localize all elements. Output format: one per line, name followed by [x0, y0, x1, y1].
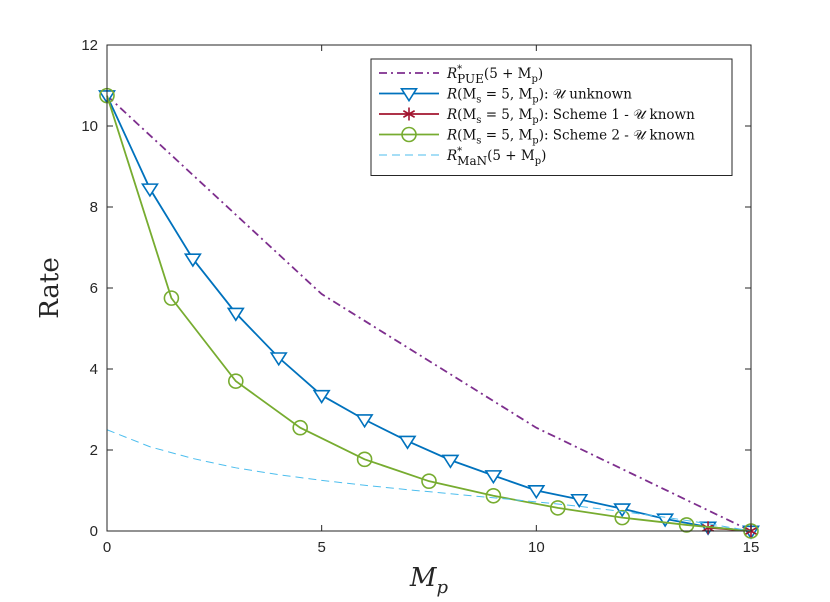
- series-0: [106, 94, 752, 532]
- data-point: [292, 419, 309, 436]
- legend-label: R(Ms = 5, Mp): Scheme 1 - 𝒰 known: [446, 107, 695, 126]
- legend-marker: [401, 126, 417, 143]
- legend-label: R* MaN(5 + Mp): [446, 146, 546, 168]
- legend-entry-4: R* MaN(5 + Mp): [379, 146, 546, 168]
- ticks-layer: 0 5 10 15 0 2 4 6 8 10 12: [81, 37, 759, 556]
- data-point: [678, 517, 695, 533]
- legend-marker: [400, 88, 418, 103]
- y-tick-label: 0: [90, 523, 98, 540]
- y-tick-label: 8: [90, 199, 98, 216]
- legend: R* PUE(5 + Mp)R(Ms = 5, Mp): 𝒰 unknownR(M…: [370, 58, 733, 176]
- series-line: [106, 429, 752, 532]
- data-point: [140, 183, 159, 198]
- legend-entry-0: R* PUE(5 + Mp): [379, 64, 543, 86]
- data-point: [441, 454, 460, 469]
- legend-box: [370, 58, 733, 176]
- y-tick-label: 10: [81, 118, 98, 135]
- x-tick-label: 5: [317, 539, 325, 556]
- x-tick-label: 15: [743, 539, 760, 556]
- x-tick-label: 10: [528, 539, 545, 556]
- data-point: [269, 352, 288, 367]
- data-point: [356, 451, 373, 468]
- series-line: [106, 94, 752, 532]
- series-line: [106, 95, 752, 532]
- data-point: [485, 487, 502, 504]
- data-point: [398, 435, 417, 450]
- data-point: [570, 493, 589, 509]
- data-point: [549, 500, 566, 516]
- data-point: [226, 307, 245, 322]
- series-1: [98, 90, 760, 540]
- series-4: [106, 429, 752, 532]
- data-point: [527, 485, 546, 500]
- data-point: [355, 414, 374, 429]
- data-point: [163, 290, 180, 306]
- data-point: [614, 509, 631, 526]
- y-tick-label: 6: [90, 280, 98, 297]
- legend-label: R* PUE(5 + Mp): [446, 64, 543, 86]
- legend-label: R(Ms = 5, Mp): 𝒰 unknown: [446, 87, 632, 106]
- data-point: [421, 473, 437, 489]
- y-tick-label: 2: [90, 442, 98, 459]
- x-tick-label: 0: [103, 539, 111, 556]
- legend-label: R(Ms = 5, Mp): Scheme 2 - 𝒰 known: [446, 128, 695, 147]
- y-axis-title: Rate: [35, 257, 65, 319]
- series-line: [106, 95, 752, 532]
- data-point: [312, 389, 331, 404]
- legend-entry-3: R(Ms = 5, Mp): Scheme 2 - 𝒰 known: [379, 126, 695, 147]
- series-layer: [98, 87, 760, 540]
- data-point: [183, 253, 202, 268]
- legend-marker: [402, 107, 416, 121]
- y-tick-label: 4: [90, 361, 98, 378]
- legend-entry-2: R(Ms = 5, Mp): Scheme 1 - 𝒰 known: [379, 107, 695, 126]
- legend-entry-1: R(Ms = 5, Mp): 𝒰 unknown: [379, 87, 632, 106]
- data-point: [484, 470, 503, 485]
- y-tick-label: 12: [81, 37, 98, 54]
- data-point: [228, 373, 244, 389]
- x-axis-title: Mp: [409, 563, 449, 598]
